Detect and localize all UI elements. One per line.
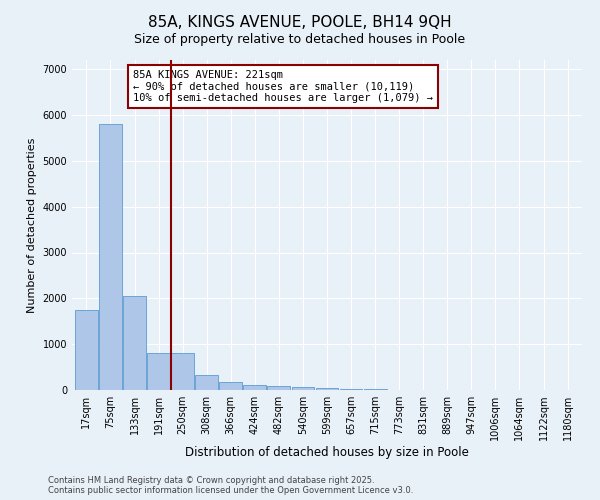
Bar xyxy=(99,124,122,390)
Bar xyxy=(220,382,242,390)
Bar xyxy=(195,375,218,390)
Y-axis label: Number of detached properties: Number of detached properties xyxy=(27,138,37,312)
Bar xyxy=(75,310,98,390)
Text: 85A, KINGS AVENUE, POOLE, BH14 9QH: 85A, KINGS AVENUE, POOLE, BH14 9QH xyxy=(148,15,452,30)
Bar xyxy=(316,388,338,390)
Text: Size of property relative to detached houses in Poole: Size of property relative to detached ho… xyxy=(134,32,466,46)
Text: Contains HM Land Registry data © Crown copyright and database right 2025.
Contai: Contains HM Land Registry data © Crown c… xyxy=(48,476,413,495)
Bar xyxy=(123,296,146,390)
Bar xyxy=(364,389,386,390)
Bar xyxy=(268,386,290,390)
X-axis label: Distribution of detached houses by size in Poole: Distribution of detached houses by size … xyxy=(185,446,469,459)
Text: 85A KINGS AVENUE: 221sqm
← 90% of detached houses are smaller (10,119)
10% of se: 85A KINGS AVENUE: 221sqm ← 90% of detach… xyxy=(133,70,433,103)
Bar xyxy=(171,354,194,390)
Bar xyxy=(292,387,314,390)
Bar xyxy=(147,354,170,390)
Bar xyxy=(340,388,362,390)
Bar xyxy=(244,384,266,390)
